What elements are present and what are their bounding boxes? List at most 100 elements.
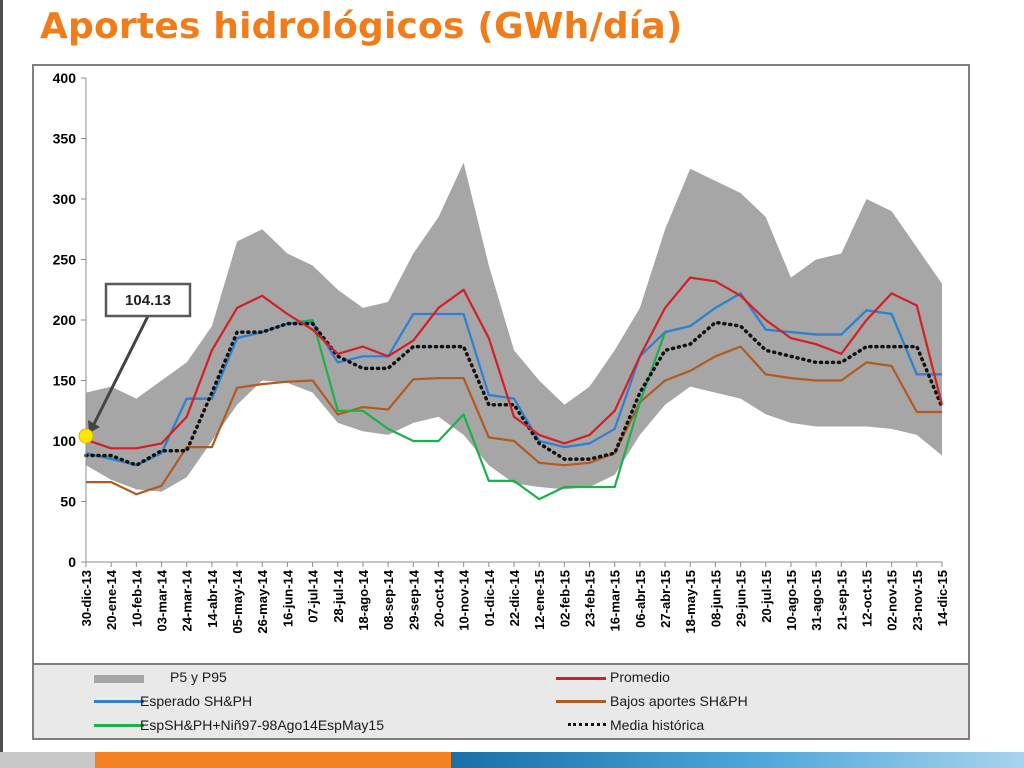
point-esperado-21 (613, 427, 616, 430)
legend-label-bajos: Bajos aportes SH&PH (610, 693, 748, 709)
point-media-33 (915, 345, 918, 348)
point-nino-11 (361, 409, 364, 412)
legend-label-band: P5 y P95 (170, 669, 227, 685)
point-promedio-22 (638, 355, 641, 358)
y-tick-label-150: 150 (53, 373, 77, 389)
x-tick-label-20: 23-feb-15 (583, 570, 598, 627)
point-media-24 (689, 343, 692, 346)
x-tick-label-31: 12-oct-15 (859, 570, 874, 627)
x-tick-label-25: 08-jun-15 (708, 570, 723, 627)
point-promedio-11 (361, 345, 364, 348)
x-tick-label-11: 18-ago-14 (356, 569, 371, 630)
x-tick-label-34: 14-dic-15 (935, 570, 950, 626)
point-bajos-23 (664, 379, 667, 382)
x-tick-label-14: 20-oct-14 (431, 569, 446, 627)
chart-frame: 0 50 100 150 200 250 300 350 400 30-dic-13 20-ene-… (32, 64, 970, 740)
x-tick-label-9: 07-jul-14 (306, 569, 321, 623)
point-bajos-3 (160, 484, 163, 487)
point-media-5 (210, 391, 213, 394)
page-title: Aportes hidrológicos (GWh/día) (40, 6, 683, 47)
point-media-4 (185, 449, 188, 452)
x-tick-label-28: 10-ago-15 (784, 570, 799, 631)
x-tick-label-21: 16-mar-15 (608, 570, 623, 631)
callout-arrow-head (88, 420, 100, 434)
point-promedio-30 (840, 352, 843, 355)
point-media-1 (110, 454, 113, 457)
footer-stripe-blue (451, 752, 1024, 768)
point-esperado-15 (462, 312, 465, 315)
series-line-promedio (85, 276, 944, 450)
point-media-12 (387, 367, 390, 370)
point-bajos-6 (236, 386, 239, 389)
point-esperado-24 (689, 325, 692, 328)
point-bajos-14 (437, 377, 440, 380)
y-tick-label-100: 100 (53, 433, 77, 449)
x-tick-label-13: 29-sep-14 (406, 569, 421, 630)
legend-label-nino: EspSH&PH+Niñ97-98Ago14EspMay15 (140, 717, 384, 733)
x-tick-label-7: 26-may-14 (255, 569, 270, 633)
point-media-18 (538, 442, 541, 445)
x-tick-label-29: 31-ago-15 (809, 570, 824, 631)
x-tick-label-30: 21-sep-15 (834, 570, 849, 630)
left-accent-bar (0, 0, 3, 768)
x-tick-label-6: 05-may-14 (230, 569, 245, 633)
point-esperado-27 (764, 328, 767, 331)
legend-swatch-nino (94, 724, 144, 727)
legend-label-promedio: Promedio (610, 669, 670, 685)
x-tick-label-32: 02-nov-15 (885, 570, 900, 631)
point-promedio-17 (513, 415, 516, 418)
point-bajos-5 (210, 446, 213, 449)
point-promedio-13 (412, 339, 415, 342)
y-tick-label-350: 350 (53, 131, 77, 147)
point-nino-13 (412, 440, 415, 443)
point-promedio-28 (789, 337, 792, 340)
legend-swatch-media (568, 723, 606, 726)
point-media-25 (714, 321, 717, 324)
point-promedio-7 (261, 294, 264, 297)
point-promedio-34 (941, 403, 944, 406)
point-media-9 (311, 322, 314, 325)
legend-swatch-esperado (94, 700, 144, 703)
x-tick-label-0: 30-dic-13 (79, 570, 94, 626)
point-promedio-12 (387, 355, 390, 358)
point-esperado-32 (890, 312, 893, 315)
point-bajos-9 (311, 379, 314, 382)
x-tick-label-12: 08-sep-14 (381, 569, 396, 630)
series-line-media (84, 320, 944, 467)
point-nino-20 (588, 485, 591, 488)
point-bajos-8 (286, 380, 289, 383)
point-promedio-5 (210, 349, 213, 352)
callout-box (104, 282, 192, 318)
point-promedio-32 (890, 292, 893, 295)
point-media-26 (739, 325, 742, 328)
point-media-23 (664, 349, 667, 352)
x-tick-label-3: 03-mar-14 (155, 569, 170, 631)
point-bajos-28 (789, 377, 792, 380)
legend-label-media: Media histórica (610, 717, 705, 733)
point-esperado-25 (714, 306, 717, 309)
point-esperado-17 (513, 397, 516, 400)
y-tick-label-50: 50 (60, 494, 76, 510)
point-esperado-29 (815, 333, 818, 336)
point-promedio-24 (689, 276, 692, 279)
point-bajos-26 (739, 345, 742, 348)
x-tick-label-23: 27-abr-15 (658, 570, 673, 628)
point-esperado-33 (915, 373, 918, 376)
point-promedio-4 (185, 415, 188, 418)
point-promedio-10 (336, 352, 339, 355)
x-tick-label-17: 22-dic-14 (507, 569, 522, 626)
point-bajos-31 (865, 361, 868, 364)
legend-swatch-band (94, 675, 144, 683)
point-media-28 (789, 355, 792, 358)
point-bajos-24 (689, 369, 692, 372)
point-bajos-7 (261, 383, 264, 386)
point-media-13 (412, 345, 415, 348)
point-media-32 (890, 345, 893, 348)
point-bajos-32 (890, 364, 893, 367)
point-nino-18 (538, 498, 541, 501)
footer-stripe-orange (95, 752, 451, 768)
point-bajos-10 (336, 413, 339, 416)
point-nino-12 (387, 427, 390, 430)
point-promedio-2 (135, 447, 138, 450)
point-promedio-15 (462, 288, 465, 291)
